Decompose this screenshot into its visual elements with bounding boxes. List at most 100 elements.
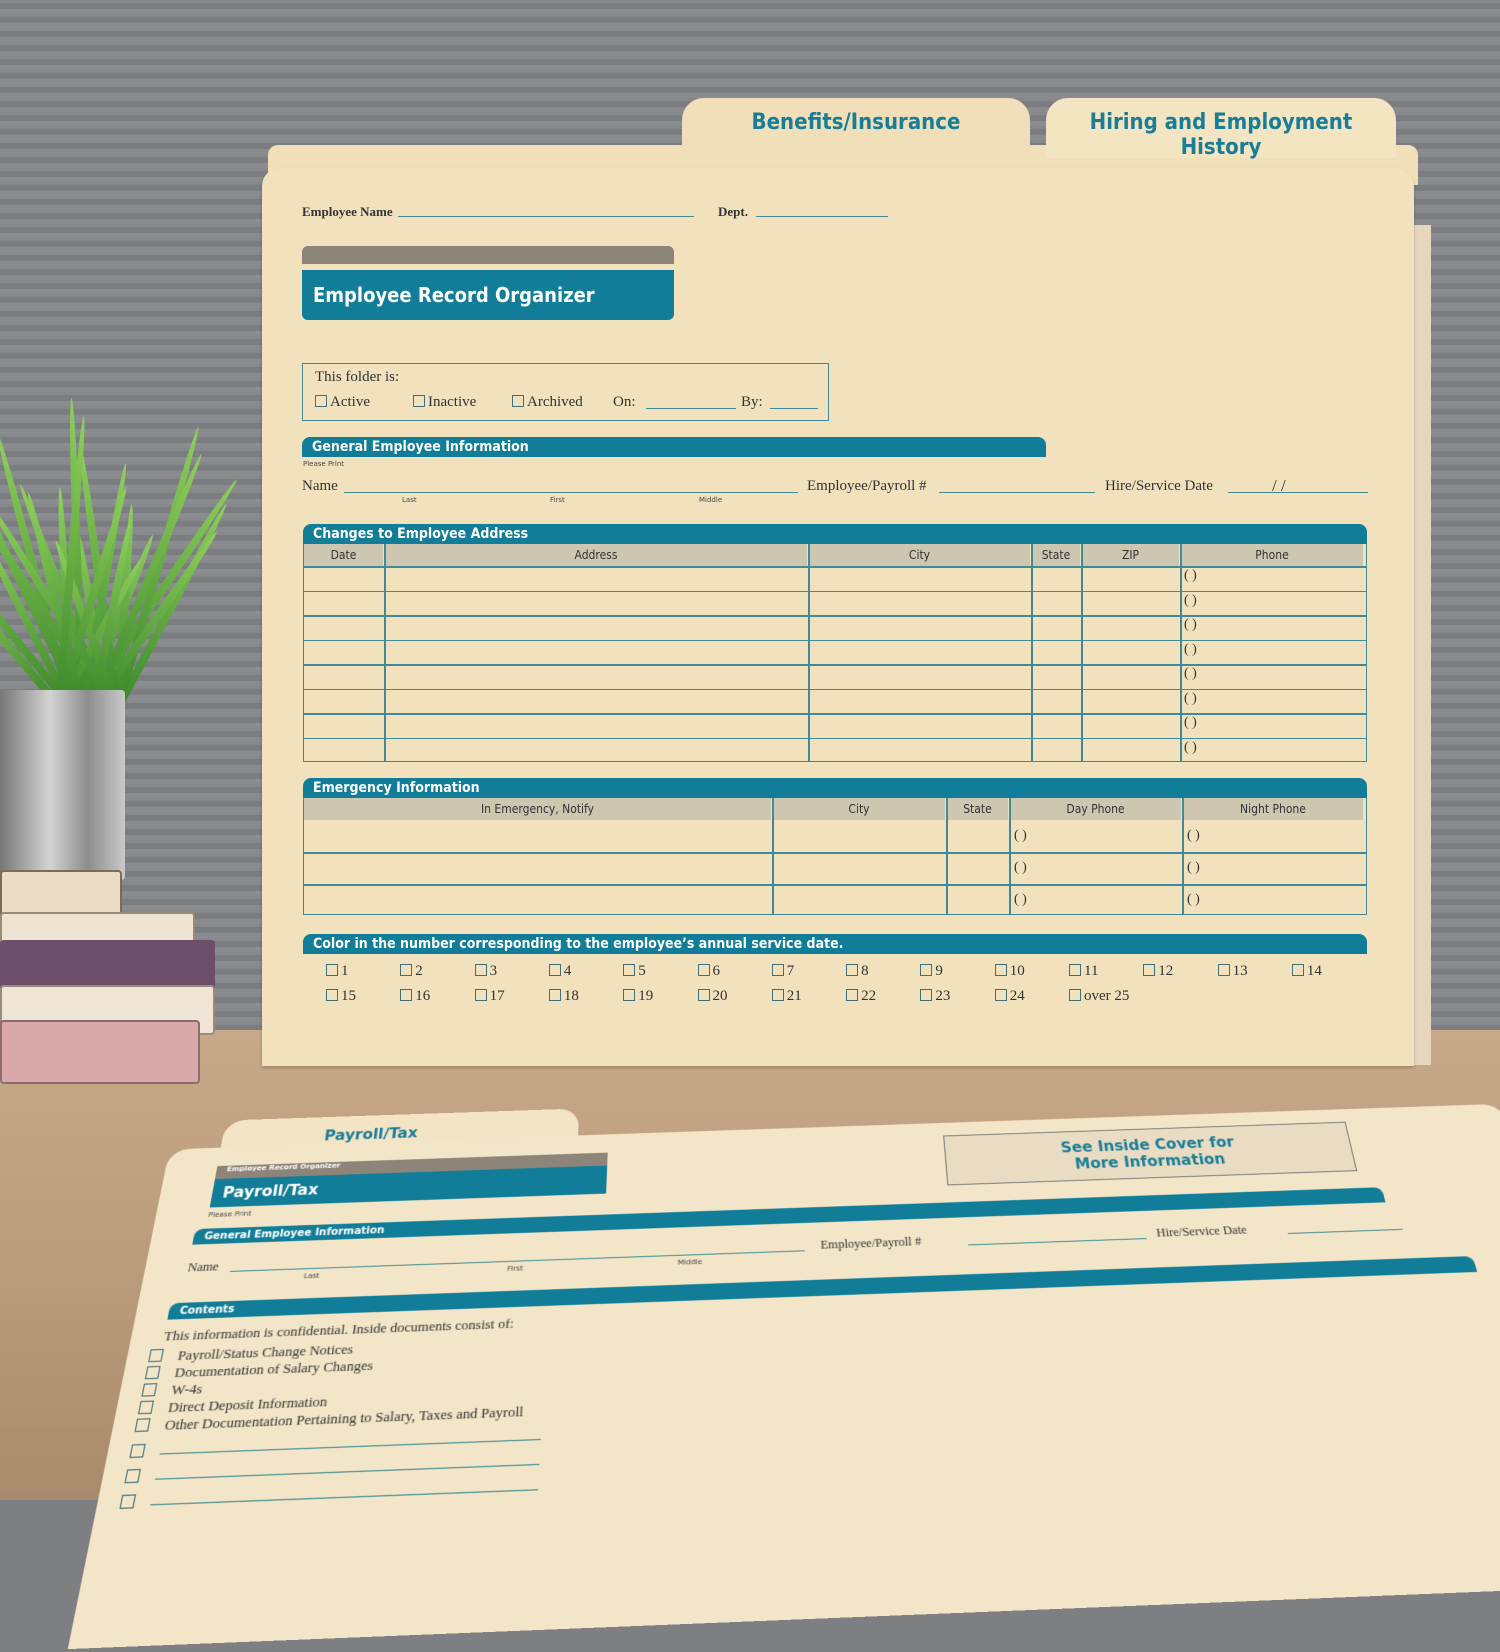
service-year-checkbox[interactable]: 5 (623, 963, 646, 980)
status-archived[interactable]: Archived (512, 394, 583, 411)
checkbox[interactable] (995, 964, 1007, 976)
checkbox[interactable] (475, 989, 487, 1001)
phone-placeholder[interactable]: ( ) (1184, 666, 1197, 682)
checkbox[interactable] (400, 964, 412, 976)
checkbox[interactable] (119, 1494, 136, 1509)
dept-label: Dept. (718, 204, 748, 220)
phone-placeholder[interactable]: ( ) (1014, 828, 1027, 844)
checkbox[interactable] (475, 964, 487, 976)
checkbox[interactable] (920, 989, 932, 1001)
blank-item-line[interactable] (160, 1439, 541, 1455)
checkbox[interactable] (148, 1349, 164, 1362)
by-field[interactable] (770, 408, 818, 409)
checkbox[interactable] (1069, 989, 1081, 1001)
service-year-checkbox[interactable]: 17 (475, 988, 505, 1005)
phone-placeholder[interactable]: ( ) (1184, 593, 1197, 609)
service-year-checkbox[interactable]: 11 (1069, 963, 1098, 980)
checkbox[interactable] (1218, 964, 1230, 976)
service-year-checkbox[interactable]: 3 (475, 963, 498, 980)
checkbox[interactable] (698, 989, 710, 1001)
service-year-checkbox[interactable]: 14 (1292, 963, 1322, 980)
service-year-checkbox[interactable]: 1 (326, 963, 349, 980)
checkbox[interactable] (413, 395, 425, 407)
phone-placeholder[interactable]: ( ) (1187, 892, 1200, 908)
service-year-checkbox[interactable]: 2 (400, 963, 423, 980)
checkbox[interactable] (920, 964, 932, 976)
checkbox[interactable] (995, 989, 1007, 1001)
checkbox[interactable] (623, 964, 635, 976)
hire-date-field[interactable] (1288, 1229, 1403, 1234)
status-active[interactable]: Active (315, 394, 370, 411)
blank-item[interactable] (128, 1443, 149, 1463)
checkbox[interactable] (145, 1366, 161, 1379)
service-year-checkbox[interactable]: 16 (400, 988, 430, 1005)
date-slashes: / / (1272, 476, 1286, 496)
checkbox[interactable] (846, 989, 858, 1001)
phone-placeholder[interactable]: ( ) (1187, 828, 1200, 844)
phone-placeholder[interactable]: ( ) (1184, 691, 1197, 707)
service-year-checkbox[interactable]: 9 (920, 963, 943, 980)
payroll-field[interactable] (939, 492, 1095, 493)
blank-item-line[interactable] (155, 1464, 540, 1480)
service-year-checkbox[interactable]: 7 (772, 963, 795, 980)
service-year-checkbox[interactable]: 22 (846, 988, 876, 1005)
checkbox[interactable] (134, 1418, 150, 1432)
service-year-checkbox[interactable]: 20 (698, 988, 728, 1005)
service-year-checkbox[interactable]: 23 (920, 988, 950, 1005)
phone-placeholder[interactable]: ( ) (1184, 617, 1197, 633)
checkbox[interactable] (772, 964, 784, 976)
checkbox[interactable] (326, 964, 338, 976)
checkbox[interactable] (400, 989, 412, 1001)
phone-placeholder[interactable]: ( ) (1187, 860, 1200, 876)
blank-item[interactable] (118, 1493, 139, 1514)
checkbox[interactable] (326, 989, 338, 1001)
phone-placeholder[interactable]: ( ) (1184, 715, 1197, 731)
tab-hiring-employment-history[interactable]: Hiring and Employment History (1046, 98, 1396, 158)
checkbox[interactable] (846, 964, 858, 976)
blank-item[interactable] (124, 1468, 145, 1488)
service-year-checkbox[interactable]: 18 (549, 988, 579, 1005)
checkbox[interactable] (124, 1469, 141, 1483)
service-year-checkbox[interactable]: 6 (698, 963, 721, 980)
checkbox[interactable] (698, 964, 710, 976)
phone-placeholder[interactable]: ( ) (1184, 642, 1197, 658)
name-field[interactable] (344, 492, 798, 493)
checkbox[interactable] (1292, 964, 1304, 976)
checkbox[interactable] (549, 989, 561, 1001)
service-year-checkbox[interactable]: 13 (1218, 963, 1248, 980)
year-label: 8 (861, 963, 869, 979)
blank-item-line[interactable] (150, 1489, 538, 1505)
checkbox[interactable] (1069, 964, 1081, 976)
checkbox[interactable] (315, 395, 327, 407)
checkbox[interactable] (512, 395, 524, 407)
column-header: Night Phone (1183, 798, 1363, 820)
tab-benefits-insurance[interactable]: Benefits/Insurance (682, 98, 1030, 158)
checkbox[interactable] (129, 1444, 145, 1458)
service-year-checkbox[interactable]: 12 (1143, 963, 1173, 980)
phone-placeholder[interactable]: ( ) (1014, 860, 1027, 876)
payroll-field[interactable] (968, 1238, 1147, 1245)
status-inactive[interactable]: Inactive (413, 394, 476, 411)
phone-placeholder[interactable]: ( ) (1184, 568, 1197, 584)
checkbox[interactable] (549, 964, 561, 976)
service-year-checkbox[interactable]: 15 (326, 988, 356, 1005)
service-year-checkbox[interactable]: 21 (772, 988, 802, 1005)
checkbox[interactable] (141, 1383, 157, 1397)
year-label: 2 (415, 963, 423, 979)
checkbox[interactable] (772, 989, 784, 1001)
service-year-checkbox[interactable]: 8 (846, 963, 869, 980)
phone-placeholder[interactable]: ( ) (1014, 892, 1027, 908)
checkbox[interactable] (623, 989, 635, 1001)
service-year-checkbox[interactable]: 10 (995, 963, 1025, 980)
service-year-checkbox[interactable]: 4 (549, 963, 572, 980)
service-year-checkbox[interactable]: over 25 (1069, 988, 1129, 1005)
phone-placeholder[interactable]: ( ) (1184, 740, 1197, 756)
dept-field[interactable] (756, 216, 888, 217)
checkbox[interactable] (1143, 964, 1155, 976)
service-year-checkbox[interactable]: 19 (623, 988, 653, 1005)
employee-name-field[interactable] (398, 216, 694, 217)
hire-date-field[interactable] (1228, 492, 1368, 493)
on-date-field[interactable] (646, 408, 736, 409)
service-year-checkbox[interactable]: 24 (995, 988, 1025, 1005)
checkbox[interactable] (138, 1401, 154, 1415)
